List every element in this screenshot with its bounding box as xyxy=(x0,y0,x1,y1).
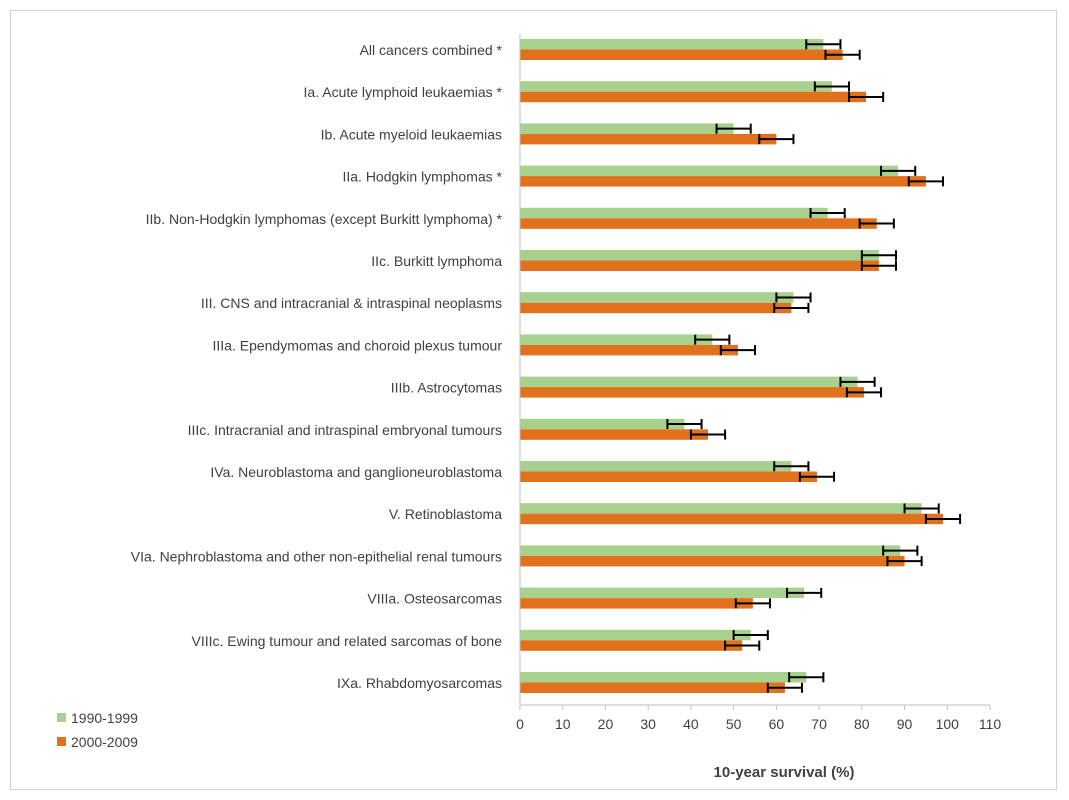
error-bars-layer xyxy=(666,39,962,693)
bar-1990-1999 xyxy=(520,207,828,219)
bar-2000-2009 xyxy=(520,387,864,398)
bar-2000-2009 xyxy=(520,302,792,314)
x-tick-label: 70 xyxy=(811,716,827,732)
category-label: VIa. Nephroblastoma and other non-epithe… xyxy=(131,548,502,564)
bar-1990-1999 xyxy=(520,250,879,261)
bar-1990-1999 xyxy=(520,629,751,641)
bar-2000-2009 xyxy=(520,682,785,693)
category-label: IIIc. Intracranial and intraspinal embry… xyxy=(188,422,502,438)
category-label: IVa. Neuroblastoma and ganglioneuroblast… xyxy=(210,464,502,480)
x-tick-label: 60 xyxy=(769,716,785,732)
legend: 1990-1999 2000-2009 xyxy=(57,710,138,750)
legend-swatch xyxy=(57,713,66,722)
category-label: All cancers combined * xyxy=(360,42,503,58)
bar-1990-1999 xyxy=(520,165,899,177)
x-tick-label: 50 xyxy=(726,716,742,732)
category-label: III. CNS and intracranial & intraspinal … xyxy=(201,295,502,311)
bar-2000-2009 xyxy=(520,429,708,440)
category-label: IIa. Hodgkin lymphomas * xyxy=(342,169,502,185)
category-label: IIIa. Ependymomas and choroid plexus tum… xyxy=(213,337,503,353)
bar-2000-2009 xyxy=(520,555,905,567)
x-tick-label: 40 xyxy=(683,716,699,732)
bar-2000-2009 xyxy=(520,133,777,145)
x-axis-title: 10-year survival (%) xyxy=(714,764,855,781)
bar-2000-2009 xyxy=(520,91,867,103)
bar-1990-1999 xyxy=(520,418,685,430)
category-label: VIIIc. Ewing tumour and related sarcomas… xyxy=(192,633,503,649)
legend-label: 1990-1999 xyxy=(71,710,138,726)
x-tick-label: 10 xyxy=(555,716,571,732)
bar-2000-2009 xyxy=(520,471,817,482)
bar-1990-1999 xyxy=(520,587,805,599)
category-label: IIb. Non-Hodgkin lymphomas (except Burki… xyxy=(146,211,503,227)
category-label: Ib. Acute myeloid leukaemias xyxy=(321,126,502,142)
bar-2000-2009 xyxy=(520,598,753,609)
bar-2000-2009 xyxy=(520,260,879,271)
category-labels: All cancers combined * Ia. Acute lymphoid… xyxy=(131,42,503,691)
bar-1990-1999 xyxy=(520,545,901,556)
legend-label: 2000-2009 xyxy=(71,734,138,750)
bar-2000-2009 xyxy=(520,640,743,651)
bar-1990-1999 xyxy=(520,39,824,50)
x-tick-label: 100 xyxy=(936,716,960,732)
x-tick-label: 30 xyxy=(640,716,656,732)
bar-1990-1999 xyxy=(520,672,807,683)
category-label: VIIIa. Osteosarcomas xyxy=(367,591,502,607)
bar-1990-1999 xyxy=(520,334,713,345)
x-tick-label: 110 xyxy=(979,716,1002,732)
category-label: IIc. Burkitt lymphoma xyxy=(371,253,502,269)
x-tick-label: 20 xyxy=(598,716,614,732)
bar-2000-2009 xyxy=(520,513,943,525)
bar-1990-1999 xyxy=(520,503,922,514)
bar-1990-1999 xyxy=(520,81,832,92)
bar-2000-2009 xyxy=(520,218,877,229)
bar-1990-1999 xyxy=(520,123,734,134)
bar-1990-1999 xyxy=(520,292,794,303)
legend-swatch xyxy=(57,737,66,746)
x-tick-label: 80 xyxy=(854,716,870,732)
bars-layer xyxy=(520,39,943,693)
x-tick-label: 90 xyxy=(897,716,913,732)
bar-1990-1999 xyxy=(520,461,792,472)
category-label: Ia. Acute lymphoid leukaemias * xyxy=(304,84,503,100)
x-axis: 0 10 20 30 40 50 60 70 80 90 100 110 xyxy=(516,34,1001,732)
bar-1990-1999 xyxy=(520,376,858,388)
x-tick-label: 0 xyxy=(516,716,524,732)
bar-2000-2009 xyxy=(520,344,738,356)
bar-2000-2009 xyxy=(520,176,926,187)
bar-2000-2009 xyxy=(520,49,843,60)
category-label: V. Retinoblastoma xyxy=(389,506,502,522)
category-label: IXa. Rhabdomyosarcomas xyxy=(337,675,502,691)
category-label: IIIb. Astrocytomas xyxy=(391,380,502,396)
